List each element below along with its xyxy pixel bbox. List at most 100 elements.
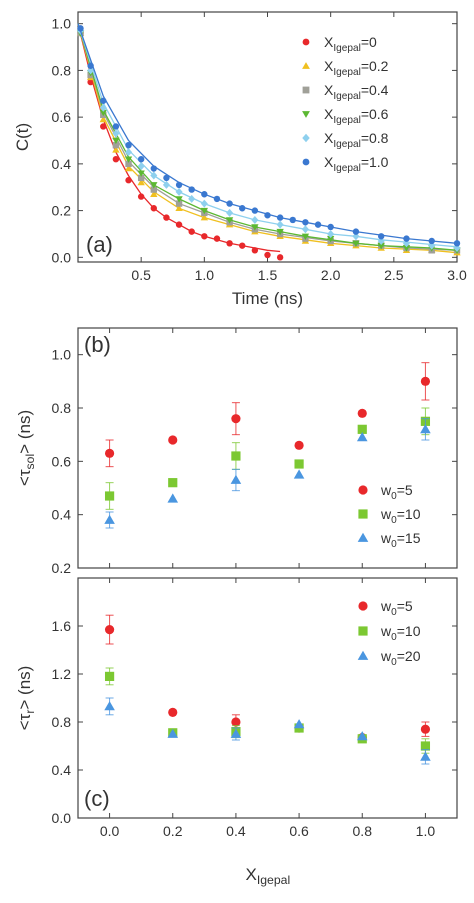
y-tick-label: 1.2 (52, 666, 72, 682)
data-point (428, 241, 436, 250)
y-axis-label: <τsol> (ns) (15, 410, 37, 486)
data-point (150, 190, 158, 197)
data-point (293, 719, 305, 729)
data-point (453, 240, 461, 247)
data-point (226, 208, 234, 217)
data-point (420, 724, 431, 734)
data-point (150, 186, 157, 193)
legend: XIgepal=0 XIgepal=0.2 XIgepal=0.4 XIgepal=0… (302, 34, 389, 174)
data-point (168, 707, 178, 718)
data-point (175, 187, 183, 196)
series-3 (104, 418, 431, 529)
legend-label: w0=5 (380, 598, 413, 618)
plot-frame (77, 11, 458, 263)
data-point (402, 245, 411, 252)
panel-label: (c) (84, 786, 110, 811)
data-point (112, 155, 120, 163)
panel-2: 0.20.40.60.81.0<τsol> (ns)(b)w0=5w0=10w0… (15, 327, 458, 576)
y-tick-label: 0.2 (52, 203, 72, 219)
data-point (352, 228, 360, 235)
data-point (99, 103, 107, 112)
data-point (420, 376, 431, 386)
data-point (104, 671, 115, 681)
series-2 (76, 23, 461, 256)
legend-label: XIgepal=0.6 (324, 106, 389, 126)
legend: w0=5 w0=10 w0=20 (357, 598, 421, 668)
data-point (112, 146, 120, 153)
legend-marker (302, 111, 310, 118)
data-point (137, 155, 145, 163)
x-tick-label: 0.2 (163, 823, 183, 839)
data-point (162, 180, 170, 189)
y-axis-label: <τr> (ns) (15, 666, 37, 731)
data-point (112, 141, 120, 149)
data-point (251, 247, 259, 254)
data-point (403, 235, 410, 242)
legend-label: w0=10 (380, 623, 421, 643)
data-point (226, 240, 233, 247)
data-point (100, 123, 107, 130)
series-2 (104, 667, 431, 754)
y-tick-label: 1.6 (52, 618, 72, 634)
x-tick-label: 1.5 (258, 267, 278, 283)
data-point (356, 731, 368, 741)
data-point (420, 751, 431, 761)
x-tick-label: 2.5 (384, 267, 404, 283)
y-tick-label: 0.8 (52, 400, 72, 416)
x-tick-label: 0.8 (353, 823, 373, 839)
y-tick-label: 0.6 (52, 109, 72, 125)
data-point (302, 219, 309, 226)
data-point (420, 741, 431, 751)
data-point (201, 233, 208, 240)
data-point (200, 213, 209, 221)
data-point (150, 165, 157, 172)
data-point (167, 493, 179, 503)
data-point (453, 243, 461, 252)
legend-label: w0=10 (380, 506, 421, 526)
data-point (226, 200, 233, 207)
x-axis-label: Time (ns) (232, 289, 303, 308)
data-point (104, 448, 115, 458)
legend-marker (302, 86, 310, 94)
data-point (201, 191, 208, 198)
data-point (77, 25, 84, 32)
legend-marker (358, 601, 368, 611)
data-point (104, 514, 115, 524)
data-point (125, 177, 132, 184)
data-point (294, 459, 304, 469)
data-point (175, 200, 183, 207)
legend-label: XIgepal=0.4 (324, 82, 389, 102)
data-point (104, 491, 115, 501)
y-tick-label: 0.4 (52, 507, 72, 523)
data-point (239, 242, 246, 249)
data-point (137, 174, 145, 182)
legend-label: w0=5 (380, 482, 413, 502)
data-point (112, 137, 120, 145)
data-point (87, 78, 94, 86)
series-3 (104, 697, 431, 765)
data-point (428, 237, 435, 245)
data-point (301, 233, 310, 240)
y-tick-label: 0.8 (52, 714, 72, 730)
data-point (137, 170, 145, 177)
legend-marker (302, 158, 310, 166)
x-axis-label: XIgepal (246, 865, 291, 887)
x-tick-label: 1.0 (195, 267, 215, 283)
legend: w0=5 w0=10 w0=15 (357, 482, 421, 550)
data-point (276, 254, 284, 261)
legend-label: w0=20 (380, 648, 421, 668)
plot-frame (77, 327, 458, 569)
panel-1: 0.0 0.2 0.4 0.6 0.8 1.0 0.5 1.0 1.5 2.0 2.5 3.0 Time… (13, 11, 467, 308)
legend-label: XIgepal=0.2 (324, 58, 389, 78)
y-tick-label: 0.4 (52, 762, 72, 778)
data-point (99, 109, 107, 117)
data-point (251, 207, 259, 214)
data-point (231, 451, 241, 461)
data-point (125, 148, 133, 157)
legend-marker (357, 650, 369, 660)
data-point (377, 236, 385, 245)
data-point (352, 240, 360, 247)
x-tick-label: 1.0 (416, 823, 436, 839)
legend-label: w0=15 (380, 530, 421, 550)
